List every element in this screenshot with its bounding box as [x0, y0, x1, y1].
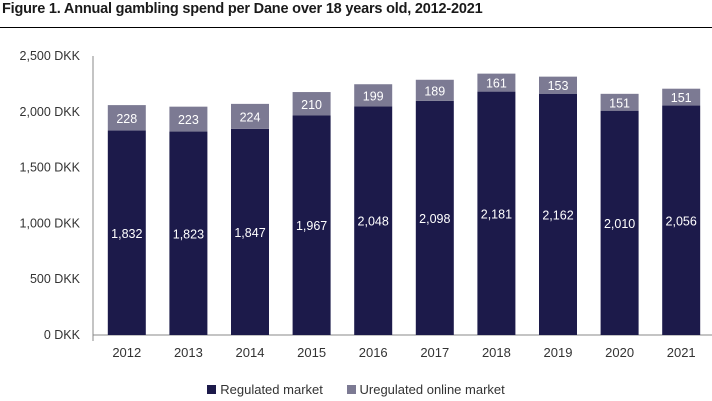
chart-legend: Regulated market Uregulated online marke…: [0, 382, 712, 397]
x-tick-label: 2016: [359, 345, 388, 360]
x-tick-label: 2012: [112, 345, 141, 360]
legend-item-unregulated: Uregulated online market: [346, 382, 505, 397]
data-label-regulated: 1,967: [296, 219, 327, 233]
bar-regulated: [415, 100, 454, 336]
bar-regulated: [292, 115, 331, 335]
x-tick-label: 2020: [605, 345, 634, 360]
bar-regulated: [231, 128, 269, 335]
legend-item-regulated: Regulated market: [207, 382, 323, 397]
legend-swatch-unregulated: [346, 385, 356, 394]
data-label-unregulated: 151: [671, 91, 692, 105]
data-label-unregulated: 153: [548, 79, 569, 93]
data-label-regulated: 2,010: [604, 217, 635, 231]
data-label-unregulated: 224: [240, 110, 261, 124]
bar-regulated: [169, 131, 208, 335]
bar-regulated: [107, 130, 146, 335]
bar-regulated: [600, 110, 639, 336]
data-label-regulated: 1,847: [234, 226, 265, 240]
y-tick-label: 1,000 DKK: [20, 216, 81, 230]
bar-unregulated: [231, 103, 269, 129]
data-label-regulated: 1,823: [173, 227, 204, 241]
x-tick-label: 2017: [420, 345, 449, 360]
data-label-regulated: 1,832: [111, 227, 142, 241]
y-tick-label: 2,500 DKK: [20, 49, 81, 63]
y-tick-label: 0 DKK: [44, 328, 81, 342]
bar-unregulated: [292, 92, 331, 116]
y-tick-label: 1,500 DKK: [20, 161, 81, 175]
bar-regulated: [354, 106, 393, 335]
legend-label-unregulated: Uregulated online market: [359, 382, 505, 397]
legend-swatch-regulated: [207, 385, 217, 394]
x-tick-label: 2014: [236, 345, 265, 360]
data-label-unregulated: 210: [301, 98, 322, 112]
data-label-regulated: 2,056: [666, 214, 697, 228]
bar-unregulated: [107, 105, 146, 131]
bar-unregulated: [600, 93, 639, 111]
data-label-unregulated: 151: [609, 96, 630, 110]
x-tick-label: 2013: [174, 345, 203, 360]
x-tick-label: 2019: [544, 345, 573, 360]
x-tick-label: 2015: [297, 345, 326, 360]
data-label-unregulated: 223: [178, 113, 199, 127]
x-tick-label: 2018: [482, 345, 511, 360]
y-tick-label: 2,000 DKK: [20, 105, 81, 119]
title-rule: [0, 27, 712, 28]
data-label-unregulated: 161: [486, 77, 507, 91]
bar-unregulated: [415, 79, 454, 101]
bar-unregulated: [539, 76, 577, 94]
data-label-unregulated: 199: [363, 89, 384, 103]
figure-title: Figure 1. Annual gambling spend per Dane…: [2, 1, 483, 17]
data-label-unregulated: 189: [424, 84, 445, 98]
data-label-regulated: 2,048: [358, 215, 389, 229]
data-label-unregulated: 228: [116, 112, 137, 126]
data-label-regulated: 2,098: [419, 212, 450, 226]
data-label-regulated: 2,181: [481, 207, 512, 221]
data-label-regulated: 2,162: [542, 208, 573, 222]
bar-regulated: [662, 105, 701, 335]
y-tick-label: 500 DKK: [30, 272, 81, 286]
bar-unregulated: [662, 88, 701, 106]
bar-unregulated: [169, 106, 208, 132]
bar-regulated: [539, 93, 577, 336]
bar-regulated: [477, 91, 516, 335]
legend-label-regulated: Regulated market: [220, 382, 323, 397]
stacked-bar-chart: 0 DKK 500 DKK 1,000 DKK 1,500 DKK 2,000 DKK 2…: [20, 49, 712, 360]
x-tick-label: 2021: [667, 345, 696, 360]
bar-unregulated: [477, 73, 516, 92]
bar-unregulated: [354, 84, 393, 107]
